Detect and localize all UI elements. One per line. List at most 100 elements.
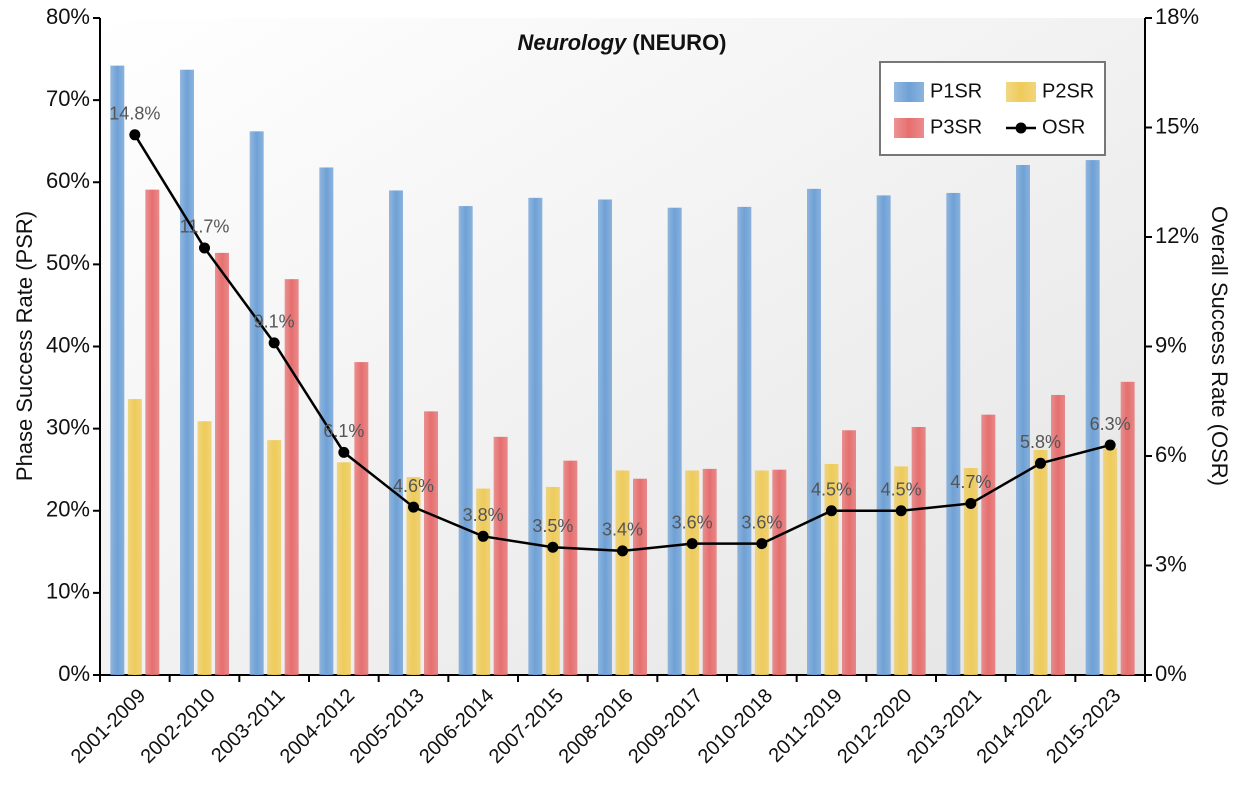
legend-box xyxy=(879,61,1106,156)
osr-point xyxy=(268,337,280,349)
bar xyxy=(685,470,700,675)
data-label: 9.1% xyxy=(254,312,295,332)
bar xyxy=(1033,449,1048,675)
legend-label: P3SR xyxy=(930,116,982,138)
y2-tick-label: 9% xyxy=(1155,332,1187,357)
bar xyxy=(424,411,438,675)
osr-point xyxy=(199,242,210,254)
osr-point xyxy=(686,538,698,550)
x-tick-label: 2002-2010 xyxy=(137,685,220,768)
y-tick-label: 40% xyxy=(46,332,90,357)
x-tick-label: 2001-2009 xyxy=(67,685,150,768)
y2-tick-label: 0% xyxy=(1155,661,1187,686)
data-label: 6.3% xyxy=(1090,414,1131,434)
bar xyxy=(1120,381,1135,675)
title-italic: Neurology xyxy=(517,30,628,55)
y-tick-label: 0% xyxy=(58,661,90,686)
bar xyxy=(493,436,508,675)
y2-tick-label: 6% xyxy=(1155,442,1187,467)
data-label: 4.7% xyxy=(950,472,991,492)
bar xyxy=(528,197,543,675)
legend-swatch xyxy=(894,82,924,102)
bar xyxy=(110,65,125,675)
legend-swatch xyxy=(894,118,924,138)
bar xyxy=(842,430,856,675)
bar xyxy=(545,486,560,675)
data-label: 14.8% xyxy=(109,104,160,124)
osr-point xyxy=(1104,439,1116,451)
data-label: 4.5% xyxy=(811,480,852,500)
data-label: 3.5% xyxy=(532,516,573,536)
bar xyxy=(981,414,996,675)
bar xyxy=(284,279,299,675)
legend-label: P1SR xyxy=(930,80,982,102)
bar xyxy=(127,399,142,675)
bar xyxy=(145,189,160,676)
bar xyxy=(249,131,264,675)
bar xyxy=(824,463,839,675)
bar xyxy=(180,69,194,675)
y2-axis-label: Overall Success Rate (OSR) xyxy=(1207,206,1232,486)
bar xyxy=(1051,394,1065,675)
x-tick-label: 2008-2016 xyxy=(555,685,638,768)
x-tick-label: 2013-2021 xyxy=(903,685,986,768)
bar xyxy=(754,470,769,675)
bar xyxy=(737,206,752,675)
y-tick-label: 10% xyxy=(46,579,90,604)
bar xyxy=(894,466,909,675)
x-tick-label: 2014-2022 xyxy=(973,685,1056,768)
bar xyxy=(389,190,403,675)
bar xyxy=(354,362,369,675)
y2-tick-label: 12% xyxy=(1155,223,1199,248)
osr-point xyxy=(756,538,768,550)
bar xyxy=(319,167,334,675)
bar xyxy=(772,469,787,675)
osr-point xyxy=(965,497,977,509)
bar xyxy=(911,426,926,675)
osr-point xyxy=(895,505,907,517)
y2-tick-label: 3% xyxy=(1155,551,1187,576)
osr-point xyxy=(477,530,489,542)
bar xyxy=(633,478,647,675)
x-tick-label: 2006-2014 xyxy=(415,685,498,768)
osr-point xyxy=(617,545,628,557)
data-label: 6.1% xyxy=(323,421,364,441)
bar xyxy=(267,440,282,675)
data-label: 3.4% xyxy=(602,520,643,540)
bar xyxy=(1016,165,1030,675)
bar xyxy=(667,207,682,676)
legend-swatch xyxy=(1006,82,1036,102)
y2-tick-label: 18% xyxy=(1155,4,1199,29)
osr-point xyxy=(826,505,837,517)
data-label: 5.8% xyxy=(1020,432,1061,452)
bar xyxy=(406,477,421,675)
x-tick-label: 2010-2018 xyxy=(694,685,777,768)
bar xyxy=(615,470,630,675)
data-label: 4.5% xyxy=(881,480,922,500)
bar xyxy=(1085,160,1100,676)
bar xyxy=(702,468,717,675)
data-label: 3.8% xyxy=(463,505,504,525)
bar xyxy=(807,188,821,675)
y-tick-label: 30% xyxy=(46,414,90,439)
data-label: 4.6% xyxy=(393,476,434,496)
x-tick-label: 2005-2013 xyxy=(346,685,429,768)
chart-title: Neurology (NEURO) xyxy=(517,30,726,55)
osr-point xyxy=(338,446,350,458)
y-tick-label: 50% xyxy=(46,250,90,275)
x-tick-label: 2004-2012 xyxy=(276,685,359,768)
bar xyxy=(563,460,578,675)
legend-label: OSR xyxy=(1042,116,1085,138)
osr-point xyxy=(1035,457,1046,469)
y2-tick-label: 15% xyxy=(1155,113,1199,138)
bar xyxy=(215,252,229,675)
bar xyxy=(598,199,612,675)
y-axis-label: Phase Success Rate (PSR) xyxy=(12,211,37,481)
bar xyxy=(963,468,978,675)
bar xyxy=(1103,448,1118,675)
data-label: 3.6% xyxy=(672,512,713,532)
osr-point xyxy=(129,129,141,141)
osr-point xyxy=(408,501,419,513)
data-label: 11.7% xyxy=(180,217,230,237)
